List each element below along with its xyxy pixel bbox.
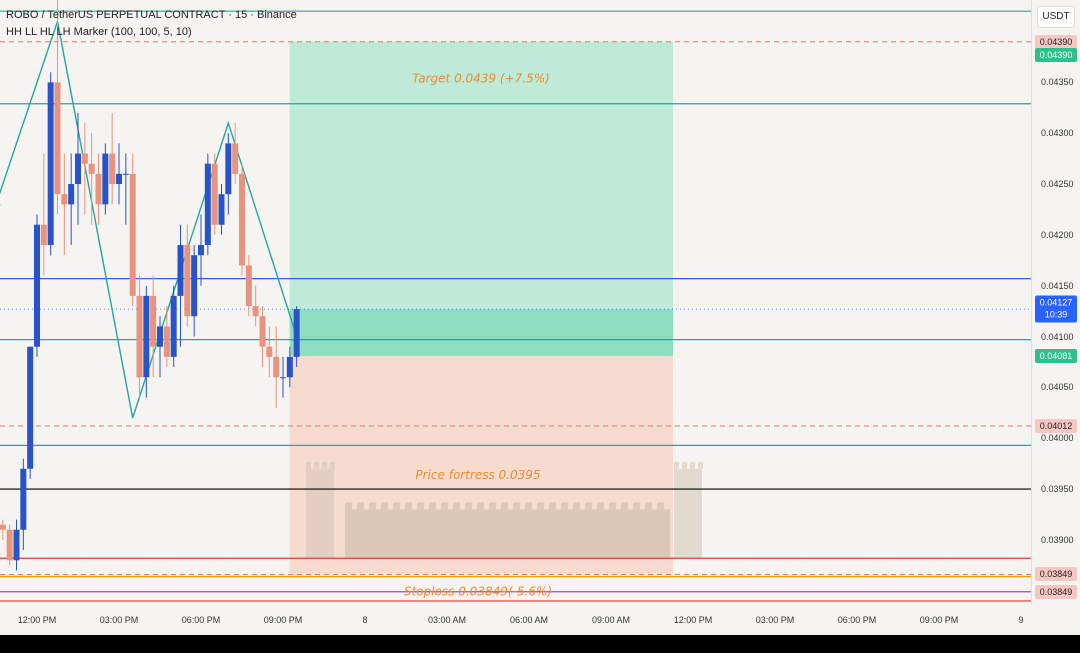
indicator-legend[interactable]: HH LL HL LH Marker (100, 100, 5, 10) bbox=[6, 26, 192, 38]
candle-body bbox=[13, 529, 20, 561]
candle-body bbox=[88, 163, 95, 174]
price-tick-label: 0.04100 bbox=[1041, 331, 1074, 342]
candle-body bbox=[157, 326, 163, 347]
candle-body bbox=[129, 173, 136, 296]
candle-body bbox=[102, 153, 109, 205]
candle-body bbox=[95, 173, 102, 205]
candle-body bbox=[184, 245, 191, 317]
price-tag-label: 0.04390 bbox=[1039, 36, 1073, 47]
price-tick-label: 0.04000 bbox=[1041, 433, 1074, 444]
fortress-wall-icon bbox=[306, 461, 703, 559]
price-tag: 0.04127 10:39 bbox=[1035, 295, 1077, 323]
price-tag-countdown: 10:39 bbox=[1044, 309, 1068, 320]
time-tick-label: 12:00 PM bbox=[673, 615, 713, 625]
candle-body bbox=[27, 346, 34, 469]
candle-body bbox=[245, 265, 252, 307]
price-tick-label: 0.04050 bbox=[1041, 382, 1074, 393]
time-tick-label: 06:00 PM bbox=[837, 615, 877, 625]
zigzag-line bbox=[0, 18, 298, 419]
candle-body bbox=[0, 524, 6, 530]
candle-body bbox=[122, 173, 129, 175]
candle-body bbox=[109, 153, 116, 185]
candle-body bbox=[170, 295, 177, 357]
price-tick-label: 0.04200 bbox=[1041, 229, 1074, 240]
price-tick-label: 0.03950 bbox=[1041, 484, 1074, 495]
price-tag-label: 0.03849 bbox=[1039, 586, 1073, 597]
candle-body bbox=[266, 346, 273, 357]
price-tag: 0.04081 bbox=[1035, 348, 1077, 363]
candle-body bbox=[163, 326, 170, 357]
candle-body bbox=[143, 295, 150, 378]
currency-button[interactable]: USDT bbox=[1037, 6, 1075, 28]
time-tick-label: 06:00 AM bbox=[509, 615, 549, 625]
candle-body bbox=[68, 184, 75, 205]
time-tick-label: 09:00 PM bbox=[919, 615, 959, 625]
candle-body bbox=[225, 143, 232, 195]
price-tag-label: 0.04081 bbox=[1039, 350, 1073, 361]
time-tick-label: 8 bbox=[362, 615, 368, 625]
candle-body bbox=[239, 173, 245, 266]
entry-zone bbox=[289, 309, 673, 356]
candle-body bbox=[191, 255, 198, 317]
time-tick-label: 03:00 AM bbox=[427, 615, 467, 625]
candle-body bbox=[40, 224, 47, 246]
price-tag-label: 0.04127 bbox=[1039, 297, 1073, 308]
candle-body bbox=[75, 153, 81, 185]
candle-body bbox=[280, 377, 286, 379]
price-tick-label: 0.03900 bbox=[1041, 534, 1074, 545]
candle-body bbox=[61, 194, 68, 205]
price-tick-label: 0.04300 bbox=[1041, 128, 1074, 139]
price-tick-label: 0.04350 bbox=[1041, 77, 1074, 88]
candle-body bbox=[136, 295, 143, 378]
price-tag: 0.03849 bbox=[1035, 584, 1077, 599]
price-axis[interactable]: 0.04350 0.04300 0.04250 0.04200 0.04150 0.041… bbox=[1031, 0, 1080, 605]
candle-body bbox=[20, 468, 27, 530]
time-tick-label: 09:00 AM bbox=[591, 615, 631, 625]
candle-body bbox=[252, 306, 259, 317]
candle-body bbox=[273, 356, 280, 378]
candlestick-chart[interactable]: Target 0.0439 (+7.5%) Price fortress 0.03… bbox=[0, 0, 1031, 605]
price-tag: 0.04390 bbox=[1035, 34, 1077, 49]
candle-body bbox=[6, 529, 13, 561]
candle-body bbox=[116, 173, 122, 185]
price-tag: 0.04012 bbox=[1035, 419, 1077, 434]
bottom-bar bbox=[0, 635, 1080, 653]
candle-body bbox=[47, 82, 54, 246]
candle-body bbox=[211, 163, 218, 225]
candle-body bbox=[54, 82, 61, 195]
candle-body bbox=[204, 163, 211, 246]
candle-body bbox=[218, 194, 225, 225]
candle-body bbox=[286, 356, 293, 378]
candle-body bbox=[81, 153, 88, 164]
candle-body bbox=[293, 309, 300, 357]
stoploss-annotation: Stoploss 0.03849(-5.6%) bbox=[404, 584, 552, 598]
candle-body bbox=[198, 245, 204, 256]
fortress-annotation: Price fortress 0.0395 bbox=[415, 468, 540, 482]
price-tag: 0.03849 bbox=[1035, 567, 1077, 582]
target-annotation: Target 0.0439 (+7.5%) bbox=[412, 71, 550, 85]
time-tick-label: 12:00 PM bbox=[17, 615, 57, 625]
price-tag-label: 0.03849 bbox=[1039, 569, 1073, 580]
symbol-legend[interactable]: ROBO / TetherUS PERPETUAL CONTRACT · 15 … bbox=[6, 9, 297, 21]
time-tick-label: 03:00 PM bbox=[99, 615, 139, 625]
candle-body bbox=[177, 245, 184, 296]
time-tick-label: 9 bbox=[1018, 615, 1024, 625]
time-tick-label: 06:00 PM bbox=[181, 615, 221, 625]
target-zone bbox=[289, 41, 673, 356]
chart-plot-area[interactable]: Target 0.0439 (+7.5%) Price fortress 0.03… bbox=[0, 0, 1031, 605]
candle-body bbox=[232, 143, 239, 174]
time-tick-label: 09:00 PM bbox=[263, 615, 303, 625]
candle-body bbox=[34, 224, 40, 347]
time-axis[interactable]: 12:00 PM 03:00 PM 06:00 PM 09:00 PM 8 03:00 A… bbox=[0, 605, 1031, 635]
price-tag-label: 0.04012 bbox=[1039, 421, 1073, 432]
time-tick-label: 03:00 PM bbox=[755, 615, 795, 625]
candle-body bbox=[259, 316, 266, 347]
price-tag-label: 0.04390 bbox=[1039, 49, 1073, 60]
price-tick-label: 0.04150 bbox=[1041, 280, 1074, 291]
price-tag: 0.04390 bbox=[1035, 47, 1077, 62]
price-tick-label: 0.04250 bbox=[1041, 179, 1074, 190]
candle-body bbox=[150, 295, 157, 347]
